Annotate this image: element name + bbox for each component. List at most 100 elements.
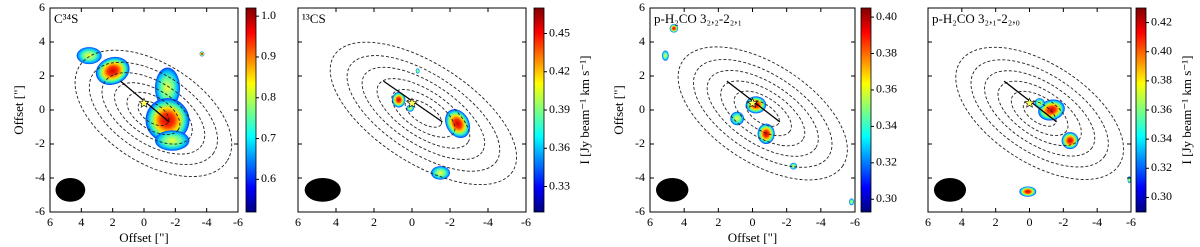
y-tick-label: 4 — [39, 34, 45, 48]
beam — [933, 178, 967, 202]
colorbar-tick-label: 0.34 — [876, 118, 897, 132]
panel: 6 4 2 0 -2 -4 -6 -6 -4 -2 0 2 4 6 p-H₂CO 3₂,₂-2₂,₁ Offs… — [611, 0, 897, 245]
emission — [95, 56, 130, 85]
x-axis-label: Offset ["] — [728, 230, 777, 245]
emission — [669, 24, 679, 33]
y-tick-label: 6 — [39, 0, 45, 14]
emission — [1019, 186, 1037, 197]
colorbar-tick-label: 0.39 — [549, 102, 570, 116]
panel-title: p-H₂CO 3₂,₁-2₂,₀ — [932, 11, 1020, 26]
contour — [88, 61, 218, 165]
colorbar-tick-label: 0.32 — [876, 155, 897, 169]
y-tick-label: 6 — [639, 0, 645, 14]
x-tick-label: 4 — [681, 215, 687, 229]
x-tick-label: 4 — [959, 215, 965, 229]
beam — [304, 178, 341, 202]
colorbar-tick-label: 1.0 — [261, 8, 276, 22]
contour — [745, 100, 780, 127]
y-tick-label: 2 — [39, 68, 45, 82]
x-tick-label: -2 — [170, 215, 180, 229]
colorbar-tick-label: 0.7 — [261, 130, 276, 144]
colorbar — [860, 7, 872, 213]
emission — [154, 67, 181, 109]
emission — [445, 109, 471, 139]
x-tick-label: 0 — [141, 215, 147, 229]
emission — [849, 198, 855, 206]
x-tick-label: -4 — [483, 215, 493, 229]
y-axis-label: Offset ["] — [611, 85, 626, 134]
colorbar — [1135, 7, 1147, 213]
plot-area — [304, 41, 518, 202]
colorbar-tick-label: 0.42 — [1151, 14, 1172, 28]
emission — [76, 47, 102, 65]
x-axis-label: Offset ["] — [119, 230, 168, 245]
y-tick-label: 0 — [639, 102, 645, 116]
source-star — [138, 97, 150, 108]
y-axis-label: Offset ["] — [11, 85, 26, 134]
colorbar-tick-label: 0.36 — [1151, 102, 1172, 116]
colorbar-tick-label: 0.42 — [549, 64, 570, 78]
colorbar-label: I [Jy beam⁻¹ km s⁻¹] — [1179, 56, 1194, 165]
emission — [392, 92, 406, 108]
colorbar-tick-label: 0.34 — [1151, 131, 1172, 145]
x-tick-label: 6 — [47, 215, 53, 229]
colorbar-tick-label: 0.9 — [261, 49, 276, 63]
colorbar — [533, 7, 545, 213]
contour — [361, 66, 486, 160]
y-tick-label: -4 — [635, 170, 645, 184]
x-tick-label: 0 — [750, 215, 756, 229]
colorbar-tick-label: 0.45 — [549, 25, 570, 39]
panel-title: ¹³CS — [302, 11, 326, 26]
panel: 6 4 2 0 -2 -4 -6 ¹³CS 0.33 0.36 0.39 0.42 0.45 I [Jy … — [295, 7, 592, 229]
colorbar-tick-label: 0.36 — [549, 140, 570, 154]
colorbar-tick-label: 0.38 — [1151, 73, 1172, 87]
emission — [415, 68, 420, 74]
contour — [404, 99, 443, 128]
emission — [730, 111, 744, 126]
y-tick-label: 2 — [639, 68, 645, 82]
contour — [997, 80, 1082, 147]
x-tick-label: -6 — [850, 215, 860, 229]
contour — [693, 59, 833, 168]
source-star — [406, 97, 418, 108]
x-tick-label: -6 — [1126, 215, 1136, 229]
x-tick-label: 4 — [78, 215, 84, 229]
x-tick-label: 2 — [371, 215, 377, 229]
x-tick-label: 6 — [925, 215, 931, 229]
emission — [661, 50, 669, 61]
beam — [55, 178, 86, 202]
x-tick-label: -4 — [1092, 215, 1102, 229]
source-star — [1023, 97, 1036, 108]
colorbar-tick-label: 0.33 — [549, 178, 570, 192]
contour — [1010, 90, 1069, 136]
x-tick-label: -6 — [521, 215, 531, 229]
x-tick-label: 6 — [647, 215, 653, 229]
emission — [745, 96, 767, 114]
panel: 6 4 2 0 -2 -4 -6 -6 -4 -2 0 2 4 6 C³⁴S Offset ["] Offset… — [11, 0, 276, 245]
x-tick-label: 0 — [409, 215, 415, 229]
x-tick-label: -2 — [1058, 215, 1068, 229]
source-star — [746, 97, 759, 108]
y-tick-label: -2 — [635, 136, 645, 150]
x-tick-label: -4 — [816, 215, 826, 229]
contour — [720, 80, 806, 147]
colorbar-tick-label: 0.8 — [261, 90, 276, 104]
y-tick-label: -4 — [35, 170, 45, 184]
colorbar-tick-label: 0.32 — [1151, 160, 1172, 174]
contour — [706, 70, 819, 157]
contour — [346, 55, 501, 172]
contour — [137, 100, 170, 127]
plot-area — [933, 46, 1131, 202]
emission — [1061, 132, 1079, 150]
contour — [74, 49, 233, 178]
colorbar-tick-label: 0.30 — [1151, 189, 1172, 203]
emission — [154, 130, 190, 151]
colorbar-tick-label: 0.40 — [876, 9, 897, 23]
y-tick-label: 4 — [639, 34, 645, 48]
contour — [970, 59, 1109, 168]
contour — [329, 41, 518, 186]
panel-title: p-H₂CO 3₂,₂-2₂,₁ — [654, 11, 742, 26]
y-tick-label: -2 — [35, 136, 45, 150]
emission — [406, 104, 414, 112]
x-tick-label: 2 — [993, 215, 999, 229]
